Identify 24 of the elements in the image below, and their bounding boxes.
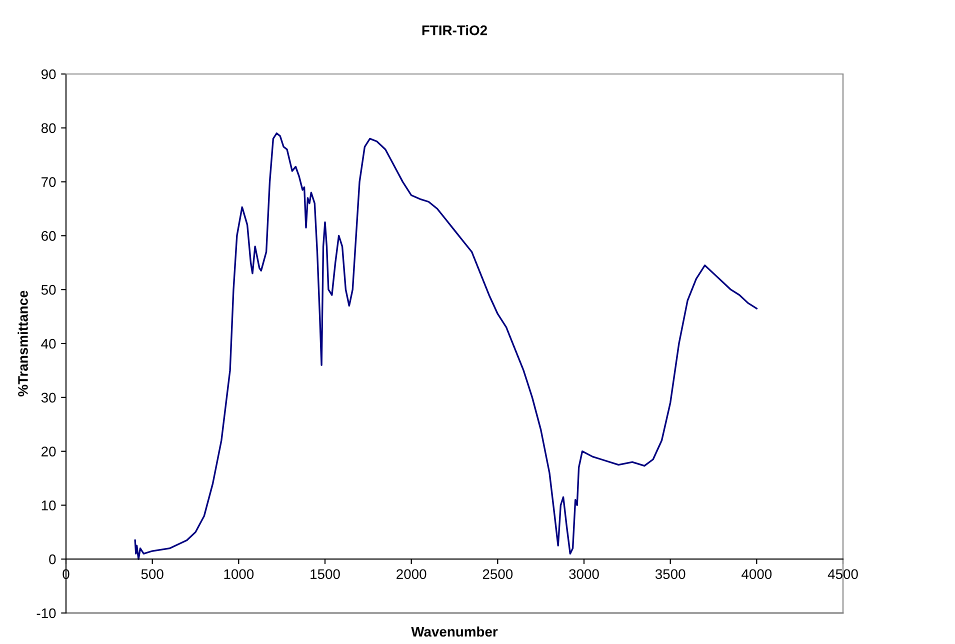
x-tick-label: 2500 bbox=[482, 569, 513, 580]
y-tick-label: 50 bbox=[41, 284, 56, 295]
x-tick-label: 2000 bbox=[396, 569, 426, 580]
x-tick-label: 4500 bbox=[828, 569, 858, 580]
x-axis-title: Wavenumber bbox=[411, 626, 498, 637]
y-tick-label: 60 bbox=[42, 231, 56, 241]
y-tick-label: 30 bbox=[41, 392, 56, 403]
y-tick-label: 20 bbox=[42, 446, 56, 456]
x-tick-label: 3500 bbox=[655, 569, 686, 580]
y-tick-label: 80 bbox=[41, 123, 56, 134]
y-tick-label: 70 bbox=[42, 177, 56, 187]
x-tick-label: 1500 bbox=[310, 569, 340, 580]
y-tick-label: -10 bbox=[36, 608, 56, 618]
x-tick-label: 1000 bbox=[224, 569, 254, 580]
line-series bbox=[134, 132, 758, 560]
y-tick-label: 10 bbox=[42, 500, 56, 510]
y-axis-title: %Transmittance bbox=[18, 290, 28, 396]
y-tick-label: 40 bbox=[41, 338, 56, 349]
y-tick-label: 90 bbox=[41, 69, 56, 80]
y-tick-label: 0 bbox=[49, 554, 56, 564]
x-tick-label: 500 bbox=[141, 569, 164, 580]
x-tick-label: 4000 bbox=[742, 569, 772, 580]
chart-title: FTIR-TiO2 bbox=[422, 25, 487, 36]
x-tick-label: 3000 bbox=[569, 569, 599, 580]
